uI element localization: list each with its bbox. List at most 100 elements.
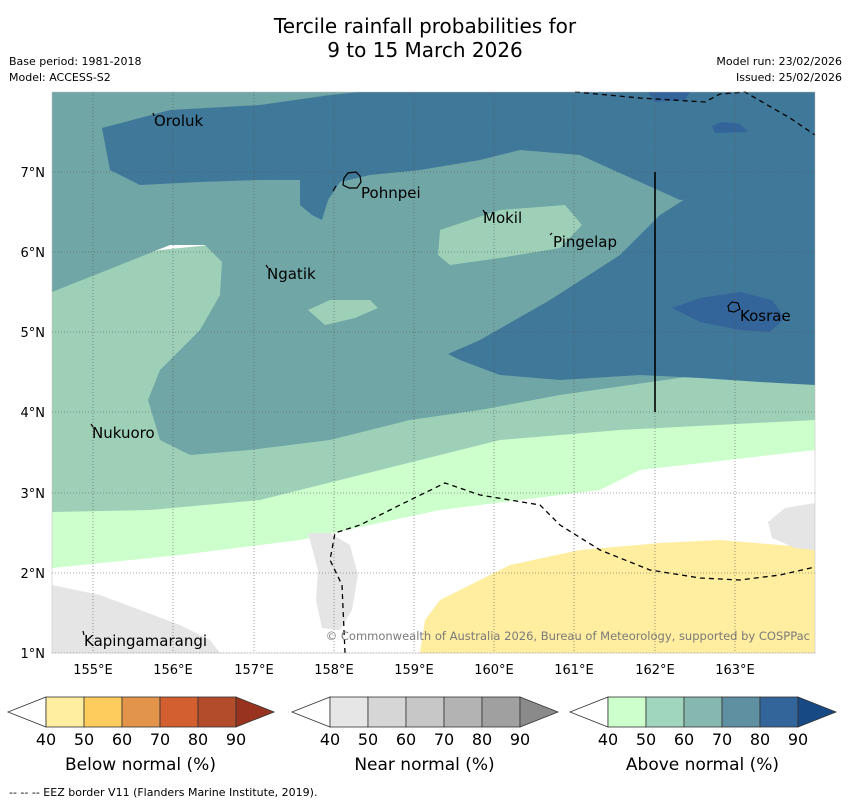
below-colorbar-segment xyxy=(83,696,123,728)
below-colorbar-max-arrow xyxy=(235,696,276,728)
near-normal-label: Near normal (%) xyxy=(354,755,495,775)
kosrae-island-outline xyxy=(727,301,741,313)
copyright-notice: © Commonwealth of Australia 2026, Bureau… xyxy=(326,629,810,643)
lat-label: 2°N xyxy=(21,567,46,582)
issued-text: Issued: 25/02/2026 xyxy=(735,71,842,84)
eez-border-south xyxy=(329,482,816,654)
near-colorbar-segment xyxy=(329,696,369,728)
pohnpei-island-outline xyxy=(342,171,362,189)
title-line-2: 9 to 15 March 2026 xyxy=(327,38,523,62)
near-colorbar-segment xyxy=(367,696,407,728)
near-colorbar-segment xyxy=(443,696,483,728)
place-label-pingelap: Pingelap xyxy=(553,233,617,251)
near-colorbar-segment xyxy=(481,696,521,728)
above-80-patch-ne xyxy=(712,122,748,133)
above-colorbar-segment xyxy=(721,696,761,728)
below-colorbar-segment xyxy=(197,696,237,728)
lon-label: 156°E xyxy=(153,663,193,678)
below-colorbar-tick-label: 40 xyxy=(36,730,56,749)
lat-label: 4°N xyxy=(21,406,46,421)
place-label-kosrae: Kosrae xyxy=(740,307,791,325)
near-colorbar-min-arrow xyxy=(290,696,331,728)
longitude-labels: 155°E 156°E 157°E 158°E 159°E 160°E 161°… xyxy=(73,663,755,678)
above-50-patch-mokil xyxy=(438,205,582,265)
model-run-text: Model run: 23/02/2026 xyxy=(716,55,842,68)
near-colorbar-segment xyxy=(405,696,445,728)
probability-fill xyxy=(52,92,815,653)
eez-footnote: -- -- -- EEZ border V11 (Flanders Marine… xyxy=(9,786,318,799)
ngatik-atoll-mark xyxy=(265,264,269,269)
lon-label: 158°E xyxy=(314,663,354,678)
base-period-text: Base period: 1981-2018 xyxy=(9,55,142,68)
below-colorbar-tick-label: 70 xyxy=(150,730,170,749)
near-colorbar-tick-label: 80 xyxy=(472,730,492,749)
nukuoro-atoll-mark xyxy=(90,423,94,428)
place-label-pohnpei: Pohnpei xyxy=(361,184,421,202)
above-colorbar-tick-label: 80 xyxy=(750,730,770,749)
near-colorbar-tick-label: 50 xyxy=(358,730,378,749)
below-colorbar-tick-label: 90 xyxy=(226,730,246,749)
model-text: Model: ACCESS-S2 xyxy=(9,71,111,84)
kapingamarangi-atoll-mark xyxy=(82,630,85,636)
lat-label: 6°N xyxy=(21,246,46,261)
below-colorbar-tick-label: 60 xyxy=(112,730,132,749)
pohnpei-reef-mark xyxy=(332,185,337,192)
above-colorbar-min-arrow xyxy=(568,696,609,728)
above-normal-label: Above normal (%) xyxy=(625,755,780,775)
below-colorbar-min-arrow xyxy=(6,696,47,728)
mokil-atoll-mark xyxy=(482,209,486,214)
map-frame xyxy=(51,91,816,654)
lon-label: 155°E xyxy=(73,663,113,678)
near-40-region-east xyxy=(768,503,815,550)
lon-label: 157°E xyxy=(234,663,274,678)
above-colorbar-max-arrow xyxy=(797,696,838,728)
above-colorbar-segment xyxy=(645,696,685,728)
above-colorbar-tick-label: 90 xyxy=(788,730,808,749)
eez-border xyxy=(329,91,816,654)
lon-label: 159°E xyxy=(394,663,434,678)
place-labels: Oroluk Pohnpei Mokil Pingelap Ngatik Kos… xyxy=(84,112,791,650)
place-label-oroluk: Oroluk xyxy=(154,112,203,130)
title-line-1: Tercile rainfall probabilities for xyxy=(273,14,577,38)
place-label-mokil: Mokil xyxy=(483,209,522,227)
lat-label: 7°N xyxy=(21,166,46,181)
below-normal-label: Below normal (%) xyxy=(65,755,216,775)
below-colorbar-segment xyxy=(121,696,161,728)
lat-label: 5°N xyxy=(21,326,46,341)
above-colorbar-tick-label: 60 xyxy=(674,730,694,749)
island-outlines xyxy=(82,112,741,636)
above-50-patch-ngatik xyxy=(308,300,378,325)
lat-label: 1°N xyxy=(21,647,46,662)
above-colorbar-segment xyxy=(759,696,799,728)
above-colorbar-segment xyxy=(683,696,723,728)
above-colorbar-tick-label: 50 xyxy=(636,730,656,749)
oroluk-atoll-mark xyxy=(152,112,155,117)
below-colorbar-tick-label: 50 xyxy=(74,730,94,749)
pingelap-atoll-mark xyxy=(549,232,553,236)
eez-border-north xyxy=(574,91,816,136)
lon-label: 162°E xyxy=(635,663,675,678)
near-40-region-center xyxy=(308,533,358,630)
lon-label: 163°E xyxy=(715,663,755,678)
near-colorbar-max-arrow xyxy=(519,696,560,728)
below-colorbar-tick-label: 80 xyxy=(188,730,208,749)
graticule xyxy=(52,92,815,654)
near-colorbar-tick-label: 70 xyxy=(434,730,454,749)
below-colorbar-segment xyxy=(159,696,199,728)
lat-label: 3°N xyxy=(21,487,46,502)
near-40-region-sw xyxy=(52,585,220,653)
near-colorbar-tick-label: 90 xyxy=(510,730,530,749)
place-label-nukuoro: Nukuoro xyxy=(92,424,155,442)
lon-label: 160°E xyxy=(474,663,514,678)
above-80-patch-kosrae xyxy=(672,292,785,332)
above-70-region-north xyxy=(102,92,815,220)
colorbars: 40 50 60 70 80 90 40 50 60 70 80 90 40 50 60 70 80 90 xyxy=(6,696,838,749)
place-label-ngatik: Ngatik xyxy=(267,265,316,283)
near-colorbar-tick-label: 60 xyxy=(396,730,416,749)
above-colorbar-tick-label: 40 xyxy=(598,730,618,749)
lon-label: 161°E xyxy=(554,663,594,678)
place-label-kapingamarangi: Kapingamarangi xyxy=(84,632,207,650)
below-colorbar-segment xyxy=(45,696,85,728)
latitude-labels: 1°N 2°N 3°N 4°N 5°N 6°N 7°N xyxy=(21,166,46,662)
above-colorbar-segment xyxy=(607,696,647,728)
